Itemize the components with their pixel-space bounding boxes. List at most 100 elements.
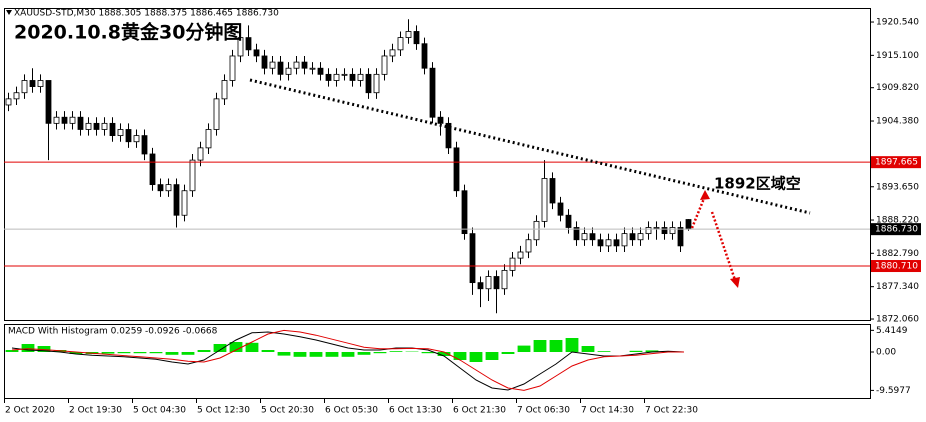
candle-body <box>525 239 532 253</box>
histogram-bar <box>389 351 403 352</box>
x-tick-label: 6 Oct 13:30 <box>389 406 442 416</box>
indicator-y-tick-label: 5.4149 <box>876 326 908 336</box>
candle-body <box>245 37 252 51</box>
candle-body <box>229 55 236 81</box>
candle-body <box>629 233 636 241</box>
candle-body <box>205 129 212 149</box>
histogram-bar <box>149 352 163 354</box>
candle-body <box>301 61 308 69</box>
candle-body <box>101 122 108 130</box>
candle-body <box>429 67 436 118</box>
histogram-bar <box>453 352 467 360</box>
candle-body <box>181 190 188 216</box>
candle-body <box>621 233 628 247</box>
candle-body <box>109 122 116 137</box>
candle-body <box>517 251 524 259</box>
candle-body <box>613 239 620 247</box>
candle-body <box>253 49 260 57</box>
candle-body <box>37 80 44 87</box>
candle-body <box>637 233 644 241</box>
candle-body <box>213 98 220 130</box>
histogram-bar <box>597 351 611 352</box>
candle-body <box>677 227 684 247</box>
candle-body <box>477 282 484 290</box>
histogram-bar <box>293 352 307 357</box>
x-tick-label: 6 Oct 21:30 <box>453 406 506 416</box>
x-tick-label: 2 Oct 19:30 <box>69 406 122 416</box>
indicator-y-tick-label: 0.00 <box>876 348 896 358</box>
candle-body <box>541 178 548 222</box>
candle-body <box>269 61 276 69</box>
candle-body <box>381 55 388 75</box>
y-tick-label: 1893.650 <box>876 182 919 192</box>
y-tick-label: 1904.380 <box>876 117 919 127</box>
candle-body <box>77 116 84 130</box>
indicator-title: MACD With Histogram 0.0259 -0.0926 -0.06… <box>8 327 218 337</box>
x-tick-label: 7 Oct 14:30 <box>581 406 634 416</box>
histogram-bar <box>645 350 659 352</box>
y-tick-label: 1915.100 <box>876 51 919 61</box>
histogram-bar <box>549 340 563 352</box>
histogram-bar <box>469 352 483 362</box>
histogram-bar <box>21 344 35 352</box>
histogram-bar <box>325 352 339 357</box>
arrow-head <box>730 277 740 288</box>
histogram-bar <box>357 352 371 355</box>
histogram-bar <box>437 352 451 356</box>
candle-body <box>565 214 572 228</box>
y-tick-label: 1920.540 <box>876 18 919 28</box>
main-frame <box>4 8 871 321</box>
x-tick-label: 5 Oct 12:30 <box>197 406 250 416</box>
histogram-bar <box>565 338 579 352</box>
price-label: 1897.665 <box>875 158 918 168</box>
candle-body <box>453 147 460 192</box>
candle-body <box>285 67 292 75</box>
candle-body <box>589 233 596 241</box>
candle-body <box>509 257 516 271</box>
candle-body <box>165 184 172 192</box>
candle-body <box>669 227 676 235</box>
candle-body <box>85 122 92 130</box>
price-label: 1886.730 <box>875 225 918 235</box>
candle-body <box>173 184 180 216</box>
y-tick-label: 1888.220 <box>876 216 919 226</box>
candle-body <box>309 67 316 70</box>
y-tick-label: 1882.790 <box>876 249 919 259</box>
candle-body <box>317 67 324 75</box>
candle-body <box>293 61 300 69</box>
y-tick-label: 1877.340 <box>876 282 919 292</box>
chart-title: 2020.10.8黄金30分钟图 <box>14 21 242 44</box>
candle-body <box>29 80 36 87</box>
x-tick-label: 6 Oct 05:30 <box>325 406 378 416</box>
histogram-bar <box>101 352 115 354</box>
chart-header: XAUUSD-STD,M30 1888.305 1888.375 1886.46… <box>14 9 279 19</box>
candle-body <box>365 73 372 94</box>
candle-body <box>61 116 68 124</box>
candle-body <box>93 122 100 130</box>
indicator-frame <box>4 324 871 399</box>
candle-body <box>573 227 580 241</box>
x-tick-label: 5 Oct 20:30 <box>261 406 314 416</box>
candle-body <box>421 43 428 69</box>
candle-body <box>53 116 60 124</box>
candle-body <box>485 276 492 290</box>
y-tick-label: 1909.820 <box>876 83 919 93</box>
candle-body <box>189 159 196 192</box>
candle-body <box>493 276 500 290</box>
histogram-bar <box>37 346 51 352</box>
candle-body <box>349 73 356 81</box>
candle-body <box>501 269 508 290</box>
candle-body <box>157 184 164 192</box>
histogram-bar <box>213 344 227 352</box>
histogram-bar <box>517 345 531 352</box>
candle-body <box>413 31 420 45</box>
candle-body <box>21 80 28 94</box>
candle-body <box>581 233 588 241</box>
candle-body <box>125 129 132 143</box>
histogram-bar <box>533 340 547 352</box>
candle-body <box>469 233 476 284</box>
candle-body <box>685 219 692 230</box>
signal-line <box>11 329 684 391</box>
trend-line <box>249 78 811 215</box>
histogram-bar <box>373 352 387 354</box>
